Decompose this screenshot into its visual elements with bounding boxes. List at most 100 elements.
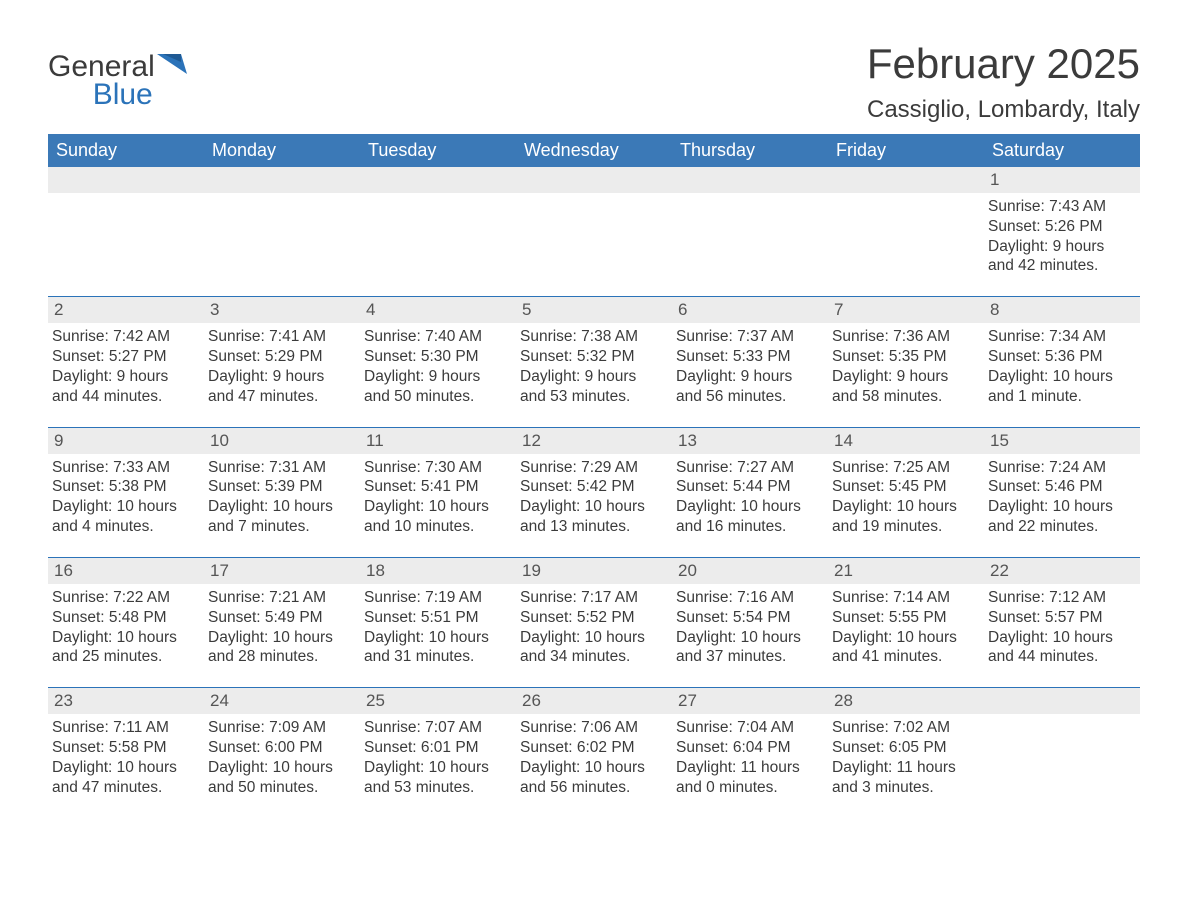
daylight-text: Daylight: 9 hours and 44 minutes. bbox=[52, 367, 198, 407]
sunset-text: Sunset: 5:39 PM bbox=[208, 477, 354, 497]
sunrise-text: Sunrise: 7:21 AM bbox=[208, 588, 354, 608]
day-number bbox=[48, 167, 204, 193]
day-details: Sunrise: 7:31 AMSunset: 5:39 PMDaylight:… bbox=[204, 454, 360, 539]
day-number: 23 bbox=[48, 688, 204, 714]
sunrise-text: Sunrise: 7:14 AM bbox=[832, 588, 978, 608]
day-cell: 5Sunrise: 7:38 AMSunset: 5:32 PMDaylight… bbox=[516, 297, 672, 408]
day-number: 21 bbox=[828, 558, 984, 584]
daylight-text: Daylight: 10 hours and 22 minutes. bbox=[988, 497, 1134, 537]
day-details: Sunrise: 7:11 AMSunset: 5:58 PMDaylight:… bbox=[48, 714, 204, 799]
day-cell: 28Sunrise: 7:02 AMSunset: 6:05 PMDayligh… bbox=[828, 688, 984, 799]
sunrise-text: Sunrise: 7:27 AM bbox=[676, 458, 822, 478]
day-number: 24 bbox=[204, 688, 360, 714]
day-number: 12 bbox=[516, 428, 672, 454]
daylight-text: Daylight: 10 hours and 56 minutes. bbox=[520, 758, 666, 798]
day-cell: 10Sunrise: 7:31 AMSunset: 5:39 PMDayligh… bbox=[204, 428, 360, 539]
day-cell-empty bbox=[48, 167, 204, 278]
sunrise-text: Sunrise: 7:30 AM bbox=[364, 458, 510, 478]
day-cell: 21Sunrise: 7:14 AMSunset: 5:55 PMDayligh… bbox=[828, 558, 984, 669]
day-number: 8 bbox=[984, 297, 1140, 323]
weekday-thursday: Thursday bbox=[672, 134, 828, 167]
header: General Blue February 2025 Cassiglio, Lo… bbox=[48, 40, 1140, 124]
sunset-text: Sunset: 5:36 PM bbox=[988, 347, 1134, 367]
day-cell: 20Sunrise: 7:16 AMSunset: 5:54 PMDayligh… bbox=[672, 558, 828, 669]
daylight-text: Daylight: 10 hours and 16 minutes. bbox=[676, 497, 822, 537]
daylight-text: Daylight: 9 hours and 47 minutes. bbox=[208, 367, 354, 407]
sunset-text: Sunset: 5:52 PM bbox=[520, 608, 666, 628]
day-cell: 27Sunrise: 7:04 AMSunset: 6:04 PMDayligh… bbox=[672, 688, 828, 799]
week-row: 1Sunrise: 7:43 AMSunset: 5:26 PMDaylight… bbox=[48, 167, 1140, 278]
day-details: Sunrise: 7:41 AMSunset: 5:29 PMDaylight:… bbox=[204, 323, 360, 408]
sunset-text: Sunset: 5:57 PM bbox=[988, 608, 1134, 628]
daylight-text: Daylight: 10 hours and 31 minutes. bbox=[364, 628, 510, 668]
day-number bbox=[204, 167, 360, 193]
day-details: Sunrise: 7:40 AMSunset: 5:30 PMDaylight:… bbox=[360, 323, 516, 408]
day-details: Sunrise: 7:38 AMSunset: 5:32 PMDaylight:… bbox=[516, 323, 672, 408]
day-number: 19 bbox=[516, 558, 672, 584]
daylight-text: Daylight: 10 hours and 37 minutes. bbox=[676, 628, 822, 668]
day-details: Sunrise: 7:27 AMSunset: 5:44 PMDaylight:… bbox=[672, 454, 828, 539]
sunrise-text: Sunrise: 7:04 AM bbox=[676, 718, 822, 738]
daylight-text: Daylight: 11 hours and 3 minutes. bbox=[832, 758, 978, 798]
day-cell: 9Sunrise: 7:33 AMSunset: 5:38 PMDaylight… bbox=[48, 428, 204, 539]
sunrise-text: Sunrise: 7:22 AM bbox=[52, 588, 198, 608]
sunrise-text: Sunrise: 7:06 AM bbox=[520, 718, 666, 738]
sunrise-text: Sunrise: 7:16 AM bbox=[676, 588, 822, 608]
sunset-text: Sunset: 5:54 PM bbox=[676, 608, 822, 628]
daylight-text: Daylight: 10 hours and 1 minute. bbox=[988, 367, 1134, 407]
day-number: 9 bbox=[48, 428, 204, 454]
daylight-text: Daylight: 10 hours and 13 minutes. bbox=[520, 497, 666, 537]
weekday-tuesday: Tuesday bbox=[360, 134, 516, 167]
sunrise-text: Sunrise: 7:19 AM bbox=[364, 588, 510, 608]
weekday-saturday: Saturday bbox=[984, 134, 1140, 167]
sunrise-text: Sunrise: 7:25 AM bbox=[832, 458, 978, 478]
day-cell: 26Sunrise: 7:06 AMSunset: 6:02 PMDayligh… bbox=[516, 688, 672, 799]
sunrise-text: Sunrise: 7:43 AM bbox=[988, 197, 1134, 217]
sunset-text: Sunset: 5:51 PM bbox=[364, 608, 510, 628]
day-number: 1 bbox=[984, 167, 1140, 193]
sunrise-text: Sunrise: 7:09 AM bbox=[208, 718, 354, 738]
weekday-sunday: Sunday bbox=[48, 134, 204, 167]
day-cell: 25Sunrise: 7:07 AMSunset: 6:01 PMDayligh… bbox=[360, 688, 516, 799]
daylight-text: Daylight: 9 hours and 56 minutes. bbox=[676, 367, 822, 407]
day-cell-empty bbox=[204, 167, 360, 278]
day-details: Sunrise: 7:17 AMSunset: 5:52 PMDaylight:… bbox=[516, 584, 672, 669]
logo-flag-icon bbox=[157, 52, 191, 76]
sunset-text: Sunset: 6:05 PM bbox=[832, 738, 978, 758]
day-number: 17 bbox=[204, 558, 360, 584]
sunset-text: Sunset: 5:26 PM bbox=[988, 217, 1134, 237]
sunset-text: Sunset: 5:33 PM bbox=[676, 347, 822, 367]
weekday-wednesday: Wednesday bbox=[516, 134, 672, 167]
day-cell: 13Sunrise: 7:27 AMSunset: 5:44 PMDayligh… bbox=[672, 428, 828, 539]
sunrise-text: Sunrise: 7:29 AM bbox=[520, 458, 666, 478]
logo-word2: Blue bbox=[48, 78, 153, 112]
sunset-text: Sunset: 5:32 PM bbox=[520, 347, 666, 367]
sunrise-text: Sunrise: 7:33 AM bbox=[52, 458, 198, 478]
sunset-text: Sunset: 5:41 PM bbox=[364, 477, 510, 497]
weeks-container: 1 Sunrise: 7:43 AMSunset: 5:26 PM Daylight… bbox=[48, 167, 1140, 800]
day-number bbox=[672, 167, 828, 193]
day-number: 3 bbox=[204, 297, 360, 323]
day-details: Sunrise: 7:33 AMSunset: 5:38 PMDaylight:… bbox=[48, 454, 204, 539]
day-cell: 19Sunrise: 7:17 AMSunset: 5:52 PMDayligh… bbox=[516, 558, 672, 669]
daylight-text: Daylight: 10 hours and 28 minutes. bbox=[208, 628, 354, 668]
sunset-text: Sunset: 6:00 PM bbox=[208, 738, 354, 758]
day-cell: 18Sunrise: 7:19 AMSunset: 5:51 PMDayligh… bbox=[360, 558, 516, 669]
day-number: 22 bbox=[984, 558, 1140, 584]
day-details: Sunrise: 7:19 AMSunset: 5:51 PMDaylight:… bbox=[360, 584, 516, 669]
day-cell: 3Sunrise: 7:41 AMSunset: 5:29 PMDaylight… bbox=[204, 297, 360, 408]
day-cell: 14Sunrise: 7:25 AMSunset: 5:45 PMDayligh… bbox=[828, 428, 984, 539]
day-details: Sunrise: 7:30 AMSunset: 5:41 PMDaylight:… bbox=[360, 454, 516, 539]
day-number: 10 bbox=[204, 428, 360, 454]
daylight-text: Daylight: 10 hours and 19 minutes. bbox=[832, 497, 978, 537]
sunset-text: Sunset: 5:35 PM bbox=[832, 347, 978, 367]
daylight-text: Daylight: 10 hours and 47 minutes. bbox=[52, 758, 198, 798]
sunset-text: Sunset: 6:04 PM bbox=[676, 738, 822, 758]
day-number: 25 bbox=[360, 688, 516, 714]
day-cell: 4Sunrise: 7:40 AMSunset: 5:30 PMDaylight… bbox=[360, 297, 516, 408]
sunset-text: Sunset: 5:58 PM bbox=[52, 738, 198, 758]
day-details: Sunrise: 7:36 AMSunset: 5:35 PMDaylight:… bbox=[828, 323, 984, 408]
day-cell: 12Sunrise: 7:29 AMSunset: 5:42 PMDayligh… bbox=[516, 428, 672, 539]
daylight-text: Daylight: 10 hours and 53 minutes. bbox=[364, 758, 510, 798]
day-details: Sunrise: 7:34 AMSunset: 5:36 PMDaylight:… bbox=[984, 323, 1140, 408]
